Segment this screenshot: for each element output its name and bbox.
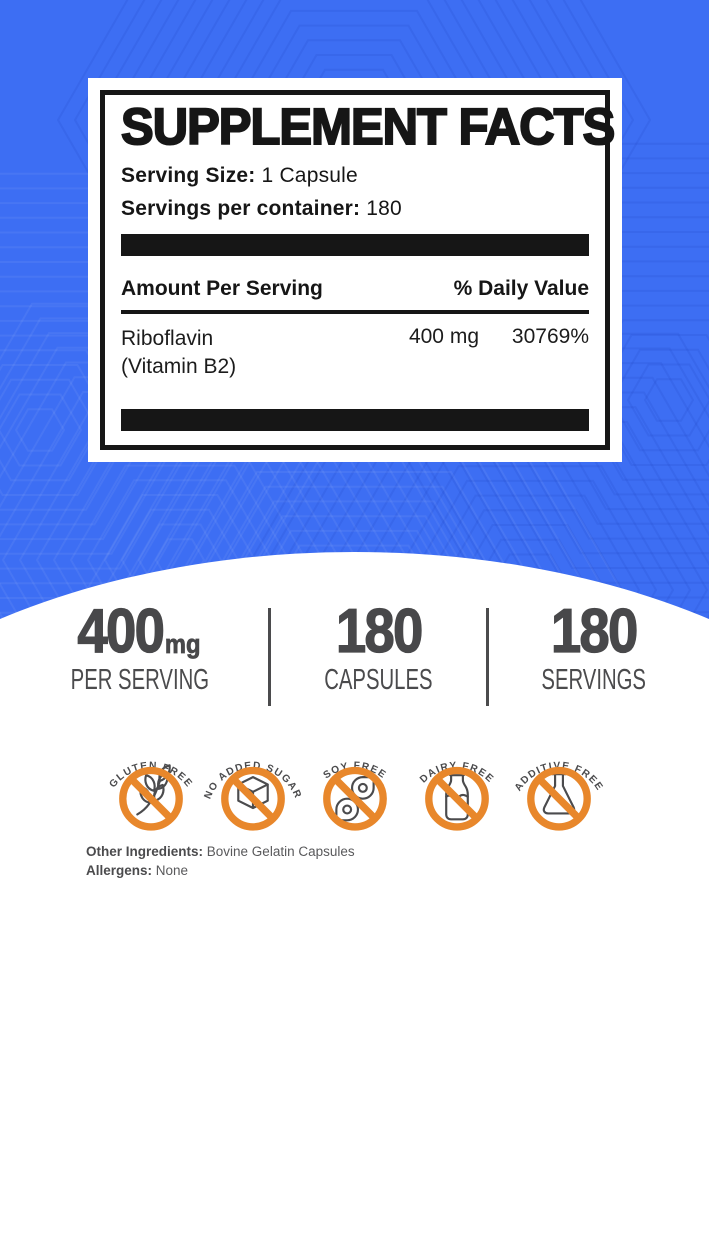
other-ingredients-label: Other Ingredients: [86,844,204,859]
nutrient-name: Riboflavin (Vitamin B2) [121,325,374,381]
stat-label: PER SERVING [70,664,209,696]
servings-per-container-value: 180 [366,197,402,220]
stat-divider [268,608,272,706]
stat-number: 180 [550,597,639,666]
nutrient-daily-value: 30769% [511,325,589,348]
sugar-cube-icon: NO ADDED SUGAR [202,761,302,831]
header-rule [121,310,589,314]
stat-number: 180 [335,597,424,666]
svg-text:GLUTEN FREE: GLUTEN FREE [107,761,194,790]
nutrient-amount: 400 mg [408,325,479,348]
badge-soy-free: SOY FREE [304,726,406,840]
amount-per-serving-header: Amount Per Serving [121,277,323,300]
stat-unit: mg [165,629,202,660]
stat-divider [486,608,490,706]
footer-ingredients: Other Ingredients: Bovine Gelatin Capsul… [86,842,355,880]
allergens-line: Allergens: None [86,861,355,880]
stat-label: SERVINGS [541,664,646,696]
servings-per-container-label: Servings per container: [121,197,361,220]
stat-per-serving: 400 mg PER SERVING [41,597,239,696]
other-ingredients-value: Bovine Gelatin Capsules [206,844,355,859]
separator-bar-bottom [121,409,589,431]
stat-capsules: 180 CAPSULES [301,597,456,696]
stat-label: CAPSULES [324,664,433,696]
stats-band: 400 mg PER SERVING 180 CAPSULES 180 SERV… [0,597,709,706]
wheat-icon: GLUTEN FREE [107,761,194,831]
svg-text:ADDITIVE FREE: ADDITIVE FREE [512,761,604,794]
badge-additive-free: ADDITIVE FREE [508,726,610,840]
facts-column-headers: Amount Per Serving % Daily Value [121,277,589,301]
panel-title: SUPPLEMENT FACTS [120,98,616,156]
nutrient-name-line2: (Vitamin B2) [121,355,237,378]
daily-value-header: % Daily Value [453,277,589,300]
serving-size-label: Serving Size: [121,164,256,187]
serving-size-line: Serving Size: 1 Capsule [121,164,589,188]
separator-bar-top [121,234,589,256]
stat-number: 400 [77,597,166,666]
nutrient-name-line1: Riboflavin [121,327,214,350]
stat-value: 400 mg [77,597,202,666]
badge-no-added-sugar: NO ADDED SUGAR [202,726,304,840]
servings-per-container-line: Servings per container: 180 [121,197,589,221]
allergens-value: None [155,863,189,878]
stat-value: 180 [335,597,424,666]
other-ingredients-line: Other Ingredients: Bovine Gelatin Capsul… [86,842,355,861]
allergens-label: Allergens: [86,863,153,878]
serving-size-value: 1 Capsule [261,164,358,187]
free-from-badges: GLUTEN FREE NO ADDED SUGAR [0,726,709,840]
stat-value: 180 [550,597,639,666]
supplement-facts-border: SUPPLEMENT FACTS Serving Size: 1 Capsule… [100,90,616,450]
supplement-facts-panel: SUPPLEMENT FACTS Serving Size: 1 Capsule… [88,78,622,462]
table-row: Riboflavin (Vitamin B2) 400 mg 30769% [121,325,589,381]
badge-dairy-free: DAIRY FREE [406,726,508,840]
soybean-icon: SOY FREE [321,761,387,831]
milk-bottle-icon: DAIRY FREE [418,761,494,831]
badge-gluten-free: GLUTEN FREE [100,726,202,840]
stat-servings: 180 SERVINGS [519,597,668,696]
flask-icon: ADDITIVE FREE [512,761,604,831]
